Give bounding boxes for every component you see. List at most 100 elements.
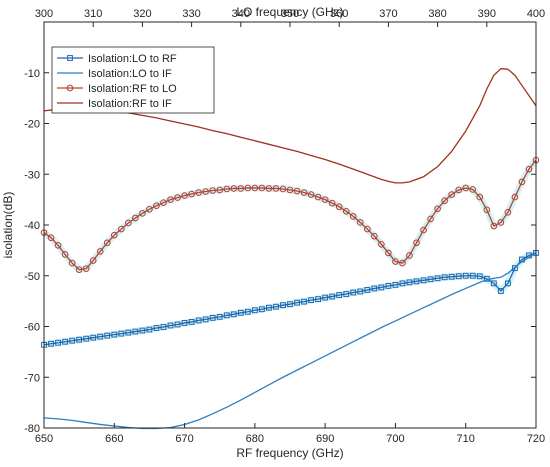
series-1-point xyxy=(490,280,497,287)
series-1-point xyxy=(322,294,329,301)
series-1-point xyxy=(223,312,230,319)
y-tick-label: -40 xyxy=(24,220,40,232)
y-tick-label: -50 xyxy=(24,271,40,283)
x2-tick-label: 360 xyxy=(330,8,348,20)
legend: Isolation:LO to RF Isolation:LO to IF Isol… xyxy=(51,46,215,114)
series-3-point xyxy=(349,213,357,220)
series-3-point xyxy=(181,192,188,199)
series-3-point xyxy=(476,193,484,201)
series-1-point xyxy=(434,275,441,282)
series-1-point xyxy=(406,279,413,286)
series-3-point xyxy=(132,214,139,222)
series-3-point xyxy=(455,186,462,194)
x-tick-label: 680 xyxy=(246,433,264,445)
series-3-point xyxy=(209,187,216,194)
series-3-point xyxy=(202,188,209,195)
x2-tick-label: 340 xyxy=(232,8,250,20)
series-3-point xyxy=(483,206,491,214)
legend-item-2-label: Isolation:LO to IF xyxy=(88,68,172,80)
series-3-point xyxy=(427,215,434,223)
series-3-point xyxy=(118,225,125,233)
series-3-point xyxy=(448,191,455,198)
series-1-point xyxy=(160,324,167,330)
series-3-point xyxy=(406,252,413,259)
series-3-point xyxy=(378,240,385,248)
legend-item-3-label: Isolation:RF to LO xyxy=(88,83,177,95)
x-tick-label: 710 xyxy=(457,433,475,445)
series-3-point xyxy=(413,239,420,247)
series-3-point xyxy=(279,185,287,193)
x2-tick-label: 310 xyxy=(84,8,102,20)
legend-item-1-label: Isolation:LO to RF xyxy=(88,53,177,65)
series-1-point xyxy=(237,309,244,316)
x2-tick-label: 330 xyxy=(182,8,200,20)
legend-item-3-marker xyxy=(66,84,74,92)
series-1-point xyxy=(455,273,462,280)
series-3-point xyxy=(160,199,167,206)
x2-axis-label: LO frequency (GHz) xyxy=(236,5,343,19)
series-3-point xyxy=(321,196,329,203)
y-tick-label: -80 xyxy=(24,423,40,435)
x-tick-label: 720 xyxy=(527,433,545,445)
series-1-point xyxy=(476,273,483,280)
series-3-point xyxy=(223,185,231,193)
series-1-point xyxy=(167,322,174,329)
series-3-point xyxy=(504,209,512,216)
series-1-point xyxy=(350,289,357,296)
series-3-point xyxy=(54,242,62,249)
x-tick-label: 670 xyxy=(175,433,193,445)
series-1-point xyxy=(202,316,209,323)
x2-tick-label: 380 xyxy=(428,8,446,20)
series-3-point xyxy=(258,184,266,192)
series-1-point xyxy=(413,278,420,285)
series-1-point xyxy=(174,321,181,328)
series-1-point xyxy=(104,332,111,339)
series-3-point xyxy=(314,193,322,201)
series-1-point xyxy=(181,320,188,326)
series-1-point xyxy=(230,311,237,318)
y-tick-label: -60 xyxy=(24,322,40,334)
series-1-point xyxy=(251,307,258,314)
x-tick-label: 690 xyxy=(316,433,334,445)
x-tick-label: 700 xyxy=(386,433,404,445)
y-tick-label: -70 xyxy=(24,372,40,384)
series-3-point xyxy=(525,165,533,173)
legend-item-4-label: Isolation:RF to IF xyxy=(88,98,172,110)
x2-tick-label: 400 xyxy=(527,8,545,20)
series-1-point xyxy=(399,280,406,287)
y-tick-label: -30 xyxy=(24,169,40,181)
series-3-point xyxy=(300,189,308,196)
series-1-point xyxy=(90,334,97,341)
series-3-point xyxy=(153,202,160,210)
series-1-point xyxy=(343,291,350,297)
series-1-point xyxy=(392,281,399,288)
series-3-point xyxy=(230,185,238,192)
series-3-point xyxy=(441,197,448,204)
x-axis-label: RF frequency (GHz) xyxy=(236,446,343,460)
series-3-point xyxy=(434,205,441,213)
legend-item-1-marker xyxy=(67,55,73,61)
series-3-point xyxy=(110,231,118,239)
series-1-point xyxy=(76,336,83,343)
series-3-point xyxy=(89,257,97,264)
series-3-point xyxy=(139,210,146,217)
x2-tick-label: 320 xyxy=(133,8,151,20)
series-3-point xyxy=(68,259,76,267)
series-1-point xyxy=(364,287,371,293)
series-1-point xyxy=(55,339,61,346)
series-1-point xyxy=(132,328,139,335)
series-1-point xyxy=(294,299,300,306)
series-1-point xyxy=(462,272,469,279)
series-1-point xyxy=(336,292,343,298)
series-1-point xyxy=(273,303,279,310)
series-1-point xyxy=(385,283,392,289)
series-3-point xyxy=(272,185,280,192)
series-3-point xyxy=(96,248,104,255)
series-3-point xyxy=(335,203,343,211)
series-3-point xyxy=(364,225,371,233)
series-1-point xyxy=(371,285,378,292)
x2-tick-label: 300 xyxy=(35,8,53,20)
y-tick-label: -20 xyxy=(24,119,40,131)
series-1-point xyxy=(83,335,90,342)
